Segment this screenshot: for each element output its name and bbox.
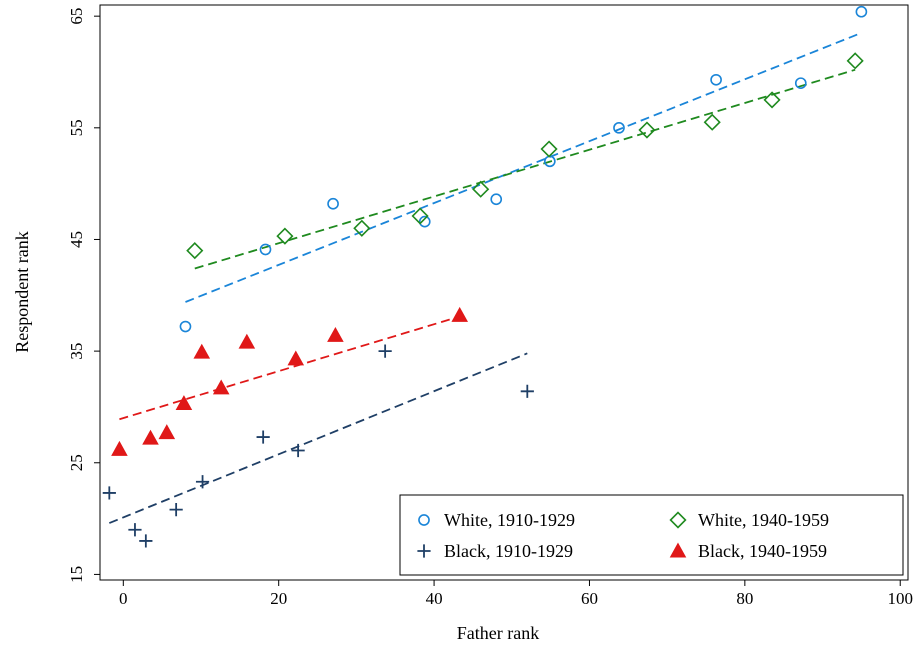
data-markers <box>102 5 868 548</box>
data-point-series-1 <box>846 52 864 70</box>
data-point-series-2 <box>139 534 153 548</box>
y-tick-label: 35 <box>67 343 86 360</box>
data-point-series-3 <box>175 395 193 411</box>
legend-marker-series-2 <box>417 544 431 558</box>
fit-line-series-3 <box>119 315 460 421</box>
y-axis: 15 25 35 45 55 65 <box>67 8 100 583</box>
data-point-series-3 <box>212 379 230 395</box>
fit-line-series-0 <box>185 32 862 303</box>
data-point-series-3 <box>287 350 305 366</box>
x-axis-title: Father rank <box>457 623 539 643</box>
data-point-series-0 <box>327 197 339 210</box>
data-point-series-0 <box>794 77 807 89</box>
data-point-series-3 <box>193 343 211 359</box>
x-tick-label: 0 <box>119 589 128 608</box>
x-tick-label: 100 <box>887 589 913 608</box>
y-tick-label: 15 <box>67 566 86 583</box>
data-point-series-3 <box>451 306 469 322</box>
legend-label: White, 1910-1929 <box>444 510 575 530</box>
data-point-series-3 <box>327 327 344 342</box>
data-point-series-1 <box>353 219 371 237</box>
x-axis: 0 20 40 60 80 100 <box>119 580 913 608</box>
data-point-series-2 <box>291 443 305 458</box>
data-point-series-1 <box>472 180 490 198</box>
data-point-series-2 <box>169 503 183 517</box>
data-point-series-2 <box>195 475 210 489</box>
data-point-series-1 <box>703 113 721 131</box>
data-point-series-0 <box>855 5 868 18</box>
data-point-series-1 <box>186 242 204 260</box>
fit-lines <box>108 32 862 524</box>
legend-marker-series-3 <box>669 542 687 558</box>
legend-label: White, 1940-1959 <box>698 510 829 530</box>
data-point-series-3 <box>142 429 159 445</box>
x-tick-label: 20 <box>270 589 287 608</box>
x-tick-label: 60 <box>581 589 598 608</box>
data-point-series-0 <box>418 215 431 228</box>
data-point-series-0 <box>259 243 272 256</box>
data-point-series-1 <box>411 207 429 225</box>
fit-line-series-1 <box>194 68 856 270</box>
y-tick-label: 55 <box>67 119 86 136</box>
data-point-series-0 <box>710 73 722 86</box>
legend-box <box>399 494 904 576</box>
legend-label: Black, 1910-1929 <box>444 541 573 561</box>
data-point-series-0 <box>179 320 192 333</box>
data-point-series-2 <box>102 486 116 500</box>
data-point-series-3 <box>158 424 176 440</box>
y-axis-title: Respondent rank <box>12 231 32 352</box>
data-point-series-2 <box>378 344 392 358</box>
x-tick-label: 80 <box>736 589 753 608</box>
data-point-series-1 <box>276 227 294 245</box>
legend-label: Black, 1940-1959 <box>698 541 827 561</box>
y-tick-label: 25 <box>67 454 86 471</box>
legend-marker-series-1 <box>669 511 687 529</box>
data-point-series-2 <box>256 430 270 444</box>
legend: White, 1910-1929 White, 1940-1959 Black, 1… <box>399 494 904 576</box>
x-tick-label: 40 <box>426 589 443 608</box>
data-point-series-3 <box>238 333 256 349</box>
y-tick-label: 65 <box>67 8 86 25</box>
plot-frame <box>99 4 909 581</box>
data-point-series-3 <box>111 440 128 456</box>
data-point-series-1 <box>638 121 656 139</box>
data-point-series-2 <box>128 523 142 537</box>
data-point-series-0 <box>490 193 503 206</box>
data-point-series-2 <box>520 384 534 398</box>
legend-marker-series-0 <box>418 514 430 526</box>
y-tick-label: 45 <box>67 231 86 248</box>
fit-line-series-2 <box>108 352 528 524</box>
data-point-series-1 <box>763 91 781 109</box>
data-point-series-0 <box>613 121 625 134</box>
data-point-series-1 <box>540 140 558 158</box>
